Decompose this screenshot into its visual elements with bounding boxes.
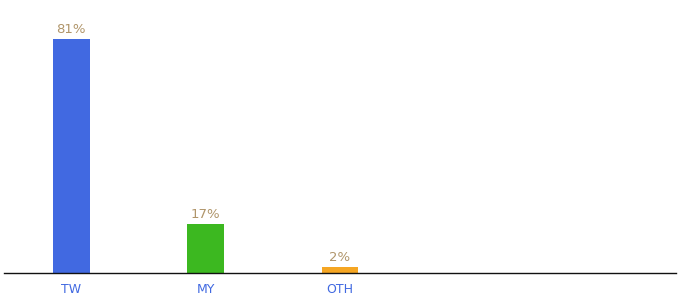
- Text: 81%: 81%: [56, 23, 86, 36]
- Text: 17%: 17%: [191, 208, 220, 221]
- Bar: [322, 267, 358, 273]
- Bar: [187, 224, 224, 273]
- Bar: [53, 39, 90, 273]
- Text: 2%: 2%: [329, 251, 351, 264]
